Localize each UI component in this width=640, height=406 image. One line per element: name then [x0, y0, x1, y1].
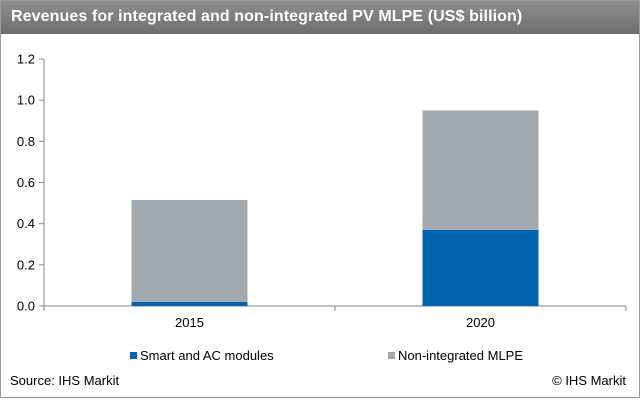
y-tick-label: 0.4 [17, 216, 35, 231]
legend-swatch [130, 352, 137, 359]
x-tick-label: 2015 [175, 315, 204, 330]
y-tick-label: 1.0 [17, 93, 35, 108]
chart-title: Revenues for integrated and non-integrat… [11, 8, 523, 25]
bar-smart-and-ac-modules-2015 [131, 301, 248, 306]
bar-non-integrated-mlpe-2015 [131, 199, 248, 302]
source-note: Source: IHS Markit [10, 373, 120, 388]
copyright-note: © IHS Markit [552, 373, 626, 388]
legend-label: Non-integrated MLPE [398, 348, 523, 363]
y-tick-label: 0.8 [17, 134, 35, 149]
bar-smart-and-ac-modules-2020 [422, 229, 539, 306]
legend-swatch [388, 352, 395, 359]
x-tick-label: 2020 [466, 315, 495, 330]
legend-label: Smart and AC modules [140, 348, 274, 363]
y-tick-label: 0.0 [17, 299, 35, 314]
y-tick-label: 1.2 [17, 52, 35, 67]
y-tick-label: 0.6 [17, 175, 35, 190]
title-bar: Revenues for integrated and non-integrat… [1, 1, 639, 34]
y-tick-label: 0.2 [17, 257, 35, 272]
bar-non-integrated-mlpe-2020 [422, 110, 539, 230]
